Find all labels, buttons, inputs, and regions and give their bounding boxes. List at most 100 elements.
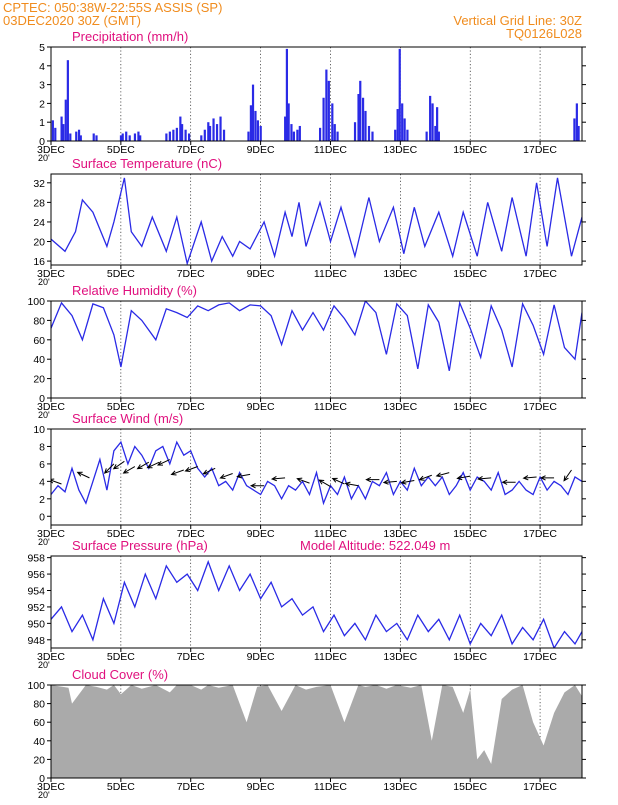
panel-wind: 0 2 4 6 8 10 3DEC 5DEC 7DEC 9DEC 11DEC 13DEC 15DEC 17… [33, 411, 586, 547]
precip-bar [133, 133, 137, 141]
precip-bar [212, 118, 215, 141]
precip-bar [254, 110, 257, 141]
precip-bar [175, 127, 178, 141]
wind-vector-arrow [270, 476, 286, 482]
precip-bar [200, 135, 203, 141]
wind-vector-arrow [522, 475, 537, 481]
precip-bar [75, 131, 78, 141]
precip-bar [298, 125, 301, 141]
precip-bar [54, 127, 57, 141]
xtick-label: 3DEC [37, 401, 65, 413]
ytick-label: 80 [33, 699, 45, 711]
wind-vector-arrow [156, 459, 170, 466]
wind-vector-arrow [365, 476, 380, 483]
precip-bar [219, 116, 222, 141]
precip-bar [396, 109, 399, 141]
panel-title: Surface Wind (m/s) [72, 411, 183, 426]
precip-bar [434, 125, 437, 141]
xtick-label: 3DEC [37, 144, 65, 156]
xtick-label: 7DEC [177, 528, 205, 540]
plot-area [51, 301, 582, 371]
xtick-label: 17DEC [523, 144, 557, 156]
xtick-label: 5DEC [107, 401, 135, 413]
precip-bar [128, 135, 131, 141]
ytick-label: 80 [33, 315, 45, 327]
panel-title: Surface Temperature (nC) [72, 156, 222, 171]
ytick-label: 60 [33, 717, 45, 729]
xtick-label: 11DEC [314, 401, 347, 413]
panel-press: 948 950 952 954 956 958 3DEC 5DEC 7DEC 9DEC 11DEC 1… [27, 538, 586, 670]
wind-vector-arrow [331, 477, 345, 485]
xtick-label: 11DEC [314, 781, 347, 793]
precip-bar [573, 118, 576, 141]
xtick-label: 15DEC [453, 144, 487, 156]
precip-bar [292, 131, 295, 141]
panel-rh: 0 20 40 60 80 100 3DEC 5DEC 7DEC 9DEC 11DEC 13DEC 15… [27, 283, 586, 420]
precip-bar [51, 120, 54, 141]
xtick-label: 7DEC [177, 781, 205, 793]
wind-vector-arrow [418, 474, 432, 481]
xtick-label: 7DEC [177, 651, 205, 663]
ytick-label: 60 [33, 335, 45, 347]
precip-bar [431, 103, 434, 141]
ytick-label: 0 [39, 393, 45, 405]
precip-bar [322, 97, 325, 141]
panel-title: Precipitation (mm/h) [72, 29, 188, 44]
precip-bar [333, 124, 336, 141]
panel-title: Relative Humidity (%) [72, 283, 197, 298]
precip-bar [249, 105, 253, 141]
ytick-label: 28 [33, 197, 45, 209]
xtick-label: 3DEC [37, 528, 65, 540]
xtick-label: 11DEC [314, 144, 347, 156]
xtick-label: 5DEC [107, 651, 135, 663]
wind-vector-arrow [76, 471, 90, 479]
year-fragment: 20' [38, 660, 50, 670]
precip-bar [203, 129, 206, 141]
xtick-label: 11DEC [314, 528, 347, 540]
wind-vector-arrow [400, 479, 415, 485]
xtick-label: 13DEC [383, 528, 417, 540]
ytick-label: 20 [33, 237, 45, 249]
precip-bar [318, 127, 322, 141]
ytick-label: 950 [27, 618, 45, 630]
precip-bar [247, 131, 250, 141]
precip-bar [165, 133, 168, 141]
panel-frame [50, 555, 583, 649]
precip-bar [215, 124, 219, 141]
ytick-label: 24 [33, 217, 45, 229]
ytick-label: 100 [27, 296, 45, 308]
xtick-label: 13DEC [383, 144, 417, 156]
wind-vector-arrow [501, 479, 516, 485]
temp-series-line [51, 177, 582, 265]
xtick-label: 15DEC [453, 528, 487, 540]
precip-bar [577, 125, 580, 141]
precip-bar [222, 129, 226, 141]
precip-bar [69, 133, 72, 141]
xtick-label: 5DEC [107, 144, 135, 156]
precip-bar [327, 80, 330, 141]
ytick-label: 2 [39, 494, 45, 506]
xtick-label: 13DEC [383, 268, 417, 280]
xtick-label: 9DEC [247, 401, 275, 413]
year-fragment: 20' [38, 537, 50, 547]
precip-bar [60, 116, 63, 141]
panel-frame [50, 684, 583, 779]
xtick-label: 5DEC [107, 268, 135, 280]
ytick-label: 20 [33, 754, 45, 766]
ytick-label: 4 [39, 476, 45, 488]
precip-bar [184, 129, 187, 141]
wind-vector-arrow [456, 475, 471, 481]
ytick-label: 10 [33, 424, 45, 436]
xtick-label: 3DEC [37, 651, 65, 663]
plot-area [51, 559, 582, 648]
precip-bar [187, 133, 191, 141]
precip-bar [394, 129, 397, 141]
wind-vector-arrow [219, 473, 233, 479]
xtick-label: 17DEC [523, 528, 557, 540]
precip-bar [359, 80, 362, 141]
xtick-label: 17DEC [523, 268, 557, 280]
precip-bar [361, 97, 365, 141]
ytick-label: 954 [27, 586, 45, 598]
precip-bar [207, 122, 210, 141]
wind-vector-arrow [184, 466, 198, 472]
